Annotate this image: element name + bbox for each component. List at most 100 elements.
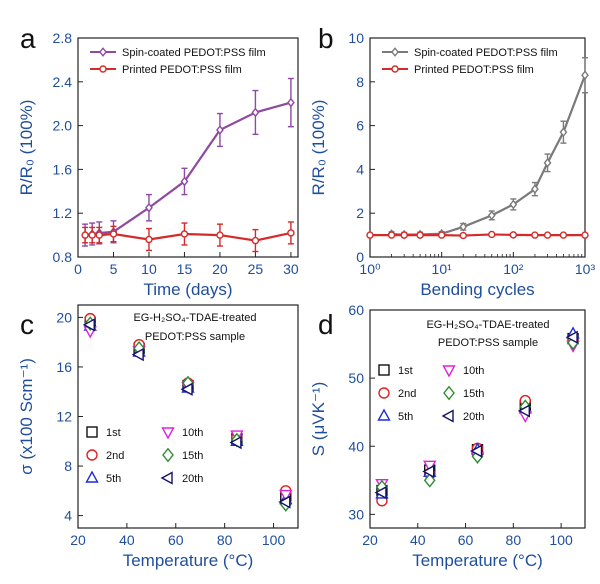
x-tick-label-a: 10 <box>141 261 157 277</box>
legend-marker <box>377 408 391 421</box>
y-tick-label-b: 4 <box>356 161 364 177</box>
x-tick-label-b: 10² <box>503 261 524 277</box>
x-tick-label-b: 10¹ <box>432 261 453 277</box>
legend-label: 1st <box>106 427 121 439</box>
y-tick-label-d: 60 <box>348 302 364 318</box>
data-point <box>278 495 291 509</box>
x-tick-label-c: 40 <box>119 532 135 548</box>
x-tick-label-c: 80 <box>217 532 233 548</box>
legend-label: 5th <box>106 473 121 485</box>
x-tick-label-a: 25 <box>248 261 264 277</box>
legend-label: 10th <box>463 365 484 377</box>
legend-label: Printed PEDOT:PSS film <box>122 64 242 76</box>
legend-label: 10th <box>182 427 203 439</box>
legend-c: 1st 2nd 5th 10th 15th 20th <box>85 426 203 485</box>
chart-a: 0 5 10 15 20 25 30 0.8 1.2 1.6 2.0 2.4 2.8 Time (days… <box>17 30 299 299</box>
series-line <box>84 101 292 237</box>
legend-marker <box>161 427 175 440</box>
data-point <box>145 202 153 213</box>
series-line <box>391 74 587 236</box>
x-tick-label-a: 30 <box>283 261 299 277</box>
data-point <box>416 231 424 239</box>
panel-letter-c: c <box>20 309 34 340</box>
series-c-5 <box>82 318 291 509</box>
legend-marker <box>86 449 98 461</box>
x-tick-label-d: 40 <box>410 532 426 548</box>
data-point <box>470 444 483 458</box>
legend-marker <box>441 409 454 423</box>
data-point <box>88 231 96 239</box>
y-axis-label-d: S (μVK⁻¹) <box>309 382 328 457</box>
legend-marker <box>99 65 107 73</box>
data-point <box>487 210 496 221</box>
legend-label: 1st <box>398 365 413 377</box>
data-point <box>82 318 95 332</box>
y-tick-label-b: 6 <box>356 118 364 134</box>
y-tick-label-b: 8 <box>356 74 364 90</box>
x-tick-label-b: 10³ <box>575 261 596 277</box>
data-point <box>531 184 539 194</box>
legend-label: 2nd <box>106 450 124 462</box>
x-axis-label-a: Time (days) <box>143 280 232 299</box>
y-axis-label-a: R/R₀ (100%) <box>17 100 36 196</box>
data-point <box>216 125 224 135</box>
legend-marker <box>442 365 456 378</box>
data-point <box>422 464 435 479</box>
legend-marker <box>378 364 390 376</box>
x-axis-label-b: Bending cycles <box>420 280 534 299</box>
legend-marker <box>443 385 455 401</box>
y-tick-label-d: 40 <box>348 438 364 454</box>
legend-label: 20th <box>182 473 203 485</box>
data-point <box>400 231 408 239</box>
panel-letter-a: a <box>20 23 36 54</box>
data-point <box>251 236 260 245</box>
x-tick-label-b: 10⁰ <box>359 261 381 277</box>
data-point <box>488 230 496 239</box>
legend-label: 15th <box>182 450 203 462</box>
panel-letter-b: b <box>318 23 334 54</box>
plot-frame-d <box>369 309 586 529</box>
x-tick-label-d: 80 <box>506 532 522 548</box>
legend-label: Spin-coated PEDOT:PSS film <box>122 47 266 59</box>
data-point <box>180 230 189 238</box>
panel-d-annotation-line2: PEDOT:PSS sample <box>438 337 538 349</box>
y-tick-label-a: 1.2 <box>53 205 73 221</box>
y-tick-label-a: 2.0 <box>53 118 73 134</box>
y-axis-label-c: σ (x100 Scm⁻¹) <box>17 358 36 475</box>
legend-b: Spin-coated PEDOT:PSS film Printed PEDOT:… <box>382 47 558 76</box>
panel-c-annotation-line2: PEDOT:PSS sample <box>145 331 245 343</box>
panel-d-annotation-line1: EG-H₂SO₄-TDAE-treated <box>426 319 549 331</box>
data-point <box>437 231 446 239</box>
data-point <box>559 127 568 138</box>
chart-b: 10⁰ 10¹ 10² 10³ 0 2 4 6 8 10 Bending cycles R/R₀ (1… <box>309 30 595 299</box>
data-point <box>81 231 89 239</box>
chart-d: 20 40 60 80 100 30 40 50 60 Temperature (°C) S (μV… <box>309 302 586 570</box>
data-point <box>374 485 387 500</box>
data-point <box>180 176 189 187</box>
x-axis-label-c: Temperature (°C) <box>123 551 254 570</box>
series-a-1 <box>81 221 295 253</box>
legend-marker <box>99 47 107 57</box>
data-point <box>216 231 224 239</box>
data-point <box>509 231 518 239</box>
legend-label: 2nd <box>398 388 416 400</box>
chart-c: 20 40 60 80 100 4 8 12 16 20 Temperature (°C) σ (x1… <box>17 304 299 570</box>
data-point <box>109 230 118 238</box>
legend-label: 15th <box>463 388 484 400</box>
data-point <box>251 107 260 118</box>
x-tick-label-c: 100 <box>262 532 286 548</box>
data-point <box>531 231 539 239</box>
data-point <box>543 157 552 168</box>
data-point <box>287 229 295 237</box>
data-point <box>459 231 467 240</box>
data-point <box>423 472 436 488</box>
legend-label: 20th <box>463 411 484 423</box>
x-tick-label-a: 0 <box>74 261 82 277</box>
legend-label: Spin-coated PEDOT:PSS film <box>414 47 558 59</box>
data-point <box>387 231 396 239</box>
legend-marker <box>160 471 173 485</box>
y-tick-label-c: 16 <box>56 359 72 375</box>
y-tick-label-a: 0.8 <box>53 249 73 265</box>
data-point <box>180 382 193 396</box>
